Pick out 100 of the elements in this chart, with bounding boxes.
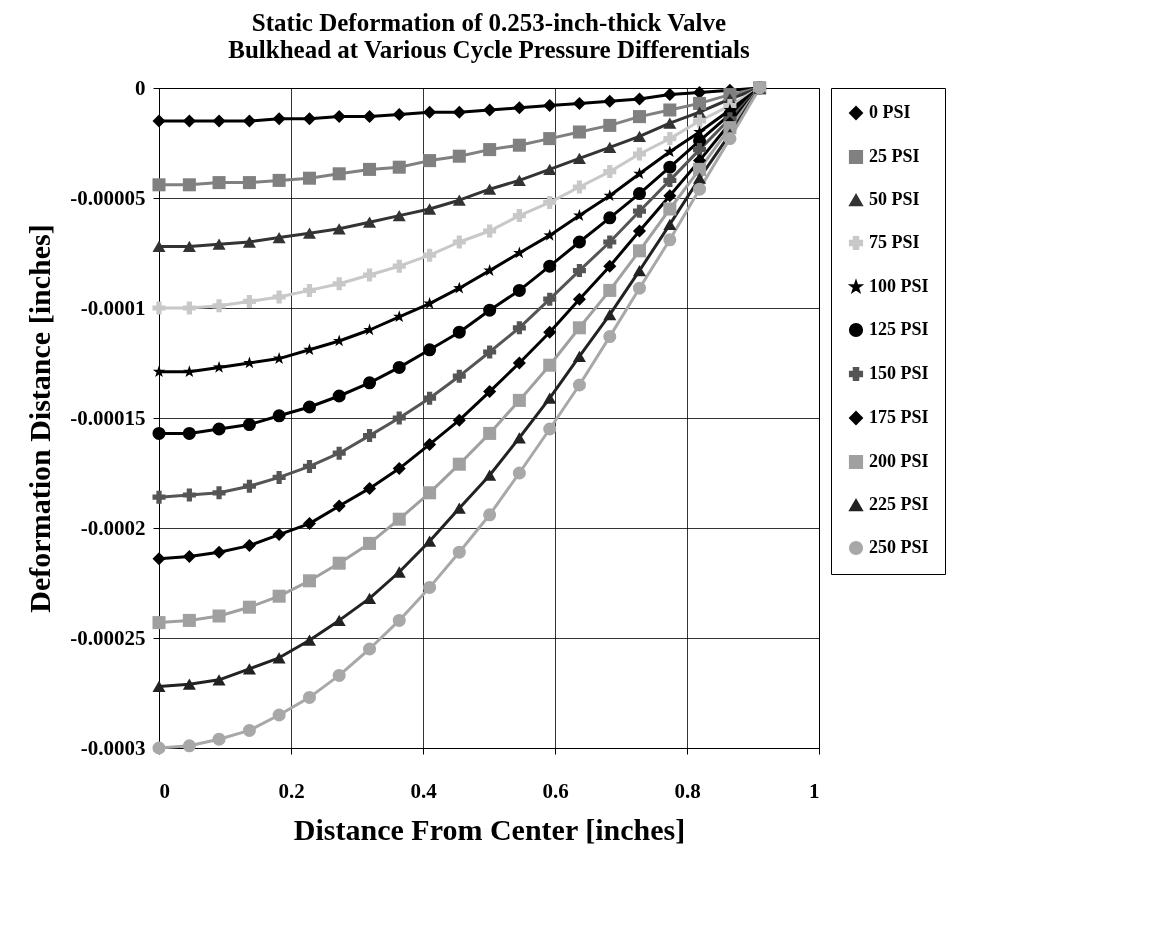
legend-label: 0 PSI bbox=[869, 102, 911, 122]
legend-label: 175 PSI bbox=[869, 407, 929, 427]
point bbox=[302, 690, 316, 704]
point bbox=[152, 680, 166, 693]
point bbox=[363, 110, 377, 124]
point bbox=[152, 552, 166, 566]
point bbox=[483, 426, 497, 440]
y-tick-label: -0.00025 bbox=[70, 625, 146, 650]
point bbox=[363, 268, 377, 282]
point bbox=[302, 283, 316, 297]
point bbox=[242, 176, 256, 190]
point bbox=[603, 165, 617, 179]
point bbox=[302, 634, 316, 646]
point bbox=[663, 202, 677, 216]
point bbox=[453, 281, 466, 294]
point bbox=[572, 180, 586, 194]
point bbox=[452, 194, 466, 206]
point bbox=[182, 550, 196, 564]
point bbox=[302, 400, 316, 414]
point bbox=[302, 459, 316, 473]
point bbox=[603, 141, 617, 154]
point bbox=[242, 723, 256, 737]
point bbox=[302, 227, 316, 239]
point bbox=[603, 235, 617, 249]
point bbox=[632, 187, 646, 201]
point bbox=[272, 652, 286, 664]
point bbox=[663, 233, 677, 247]
point bbox=[152, 365, 166, 378]
point bbox=[543, 325, 557, 339]
point bbox=[332, 277, 346, 291]
point bbox=[603, 189, 616, 202]
point bbox=[572, 292, 586, 306]
point bbox=[603, 308, 617, 321]
y-tick-label: -0.0002 bbox=[80, 515, 146, 540]
point bbox=[363, 481, 377, 495]
y-tick-label: -0.0001 bbox=[80, 295, 146, 320]
point bbox=[363, 323, 376, 336]
point bbox=[152, 490, 166, 504]
point bbox=[572, 96, 586, 110]
point bbox=[242, 114, 256, 128]
point bbox=[663, 132, 677, 146]
point bbox=[512, 393, 526, 407]
legend-label: 250 PSI bbox=[869, 537, 929, 557]
point bbox=[363, 216, 377, 228]
point bbox=[363, 536, 377, 550]
point bbox=[483, 224, 497, 238]
legend-label: 125 PSI bbox=[869, 319, 929, 339]
point bbox=[212, 545, 226, 559]
point bbox=[572, 350, 586, 363]
point bbox=[212, 360, 226, 373]
y-tick-label: -0.00015 bbox=[70, 405, 146, 430]
point bbox=[423, 203, 437, 215]
point bbox=[423, 248, 437, 262]
point bbox=[212, 299, 226, 313]
point bbox=[212, 422, 226, 436]
point bbox=[182, 114, 196, 128]
point bbox=[543, 99, 557, 113]
point bbox=[363, 429, 377, 443]
point bbox=[182, 426, 196, 440]
point bbox=[543, 228, 556, 241]
point bbox=[543, 259, 557, 273]
point bbox=[242, 236, 256, 248]
legend-label: 150 PSI bbox=[869, 363, 929, 383]
point bbox=[272, 528, 286, 542]
point bbox=[452, 369, 466, 383]
point bbox=[332, 110, 346, 124]
point bbox=[693, 114, 707, 128]
x-tick-label: 1 bbox=[809, 778, 820, 803]
point bbox=[242, 479, 256, 493]
point bbox=[363, 162, 377, 176]
point bbox=[272, 290, 286, 304]
point bbox=[423, 535, 437, 547]
point bbox=[663, 218, 677, 231]
point bbox=[332, 389, 346, 403]
point bbox=[423, 105, 437, 119]
point bbox=[693, 96, 707, 110]
point bbox=[573, 209, 586, 221]
legend-label: 200 PSI bbox=[869, 451, 929, 471]
point bbox=[483, 143, 497, 157]
point bbox=[242, 600, 256, 614]
point bbox=[512, 138, 526, 152]
legend-label: 75 PSI bbox=[869, 232, 920, 252]
x-tick-label: 0.4 bbox=[410, 778, 438, 803]
point bbox=[392, 209, 406, 222]
point bbox=[723, 132, 737, 146]
point bbox=[572, 125, 586, 139]
point bbox=[332, 446, 346, 460]
x-tick-label: 0 bbox=[159, 778, 170, 803]
point bbox=[663, 103, 677, 117]
point bbox=[663, 189, 677, 203]
point bbox=[212, 238, 226, 250]
point bbox=[392, 411, 406, 425]
point bbox=[363, 642, 377, 656]
y-tick-label: -0.0003 bbox=[80, 735, 146, 760]
point bbox=[332, 614, 346, 627]
x-tick-label: 0.2 bbox=[278, 778, 305, 803]
point bbox=[603, 330, 617, 344]
point bbox=[332, 167, 346, 181]
point bbox=[302, 574, 316, 588]
legend-label: 50 PSI bbox=[869, 189, 920, 209]
